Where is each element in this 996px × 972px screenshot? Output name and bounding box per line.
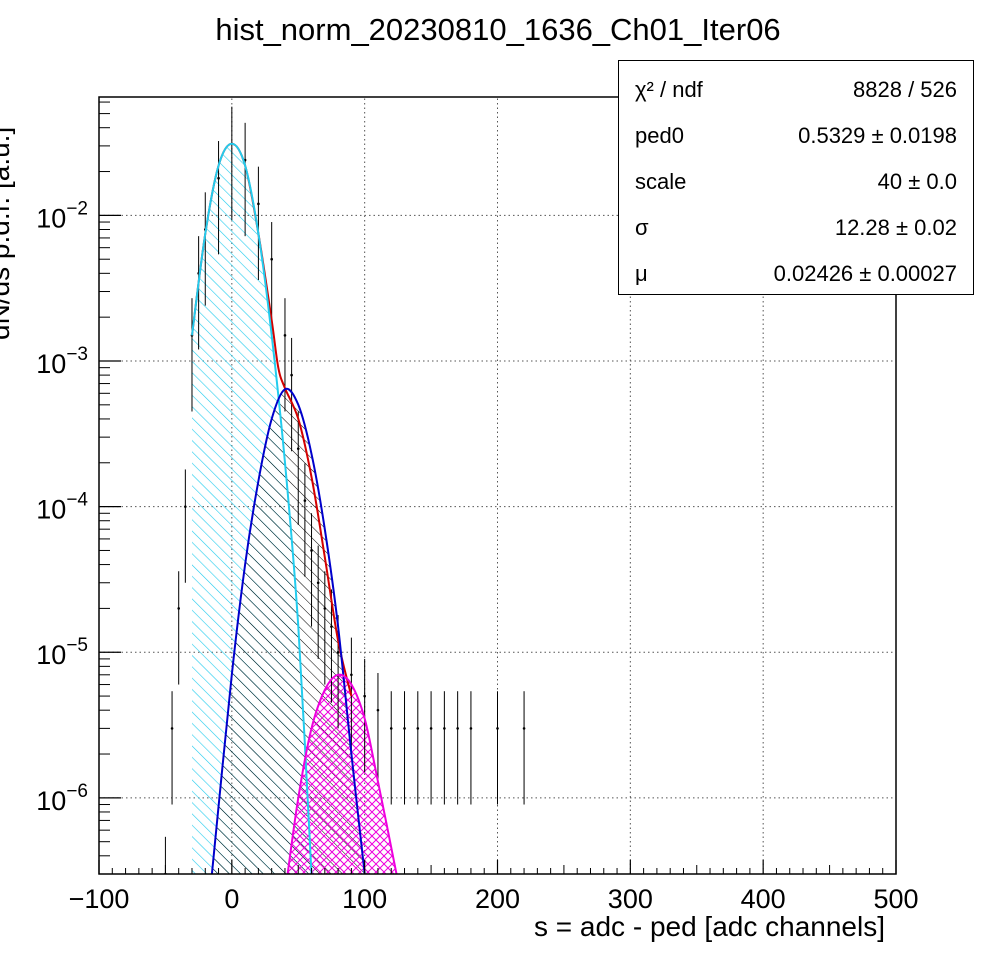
- y-tick-label: 10−6: [36, 781, 88, 816]
- series-blue-line: [210, 387, 366, 874]
- stats-name: ped0: [635, 123, 684, 148]
- data-point: [443, 691, 446, 805]
- stats-name: σ: [635, 215, 649, 240]
- series-magenta-fill: [287, 674, 397, 874]
- stats-value: 0.02426 ± 0.00027: [773, 261, 957, 286]
- x-tick-label: −100: [69, 884, 130, 914]
- x-tick-label: 300: [608, 884, 653, 914]
- y-tick-label: 10−4: [36, 490, 88, 525]
- data-point: [170, 691, 174, 805]
- y-tick-label: 10−5: [36, 635, 88, 670]
- data-point: [283, 298, 287, 412]
- series-magenta-line: [286, 673, 398, 874]
- x-tick-label: 500: [873, 884, 918, 914]
- x-tick-label: 200: [475, 884, 520, 914]
- x-axis-label: s = adc - ped [adc channels]: [534, 911, 885, 942]
- stats-value: 0.5329 ± 0.0198: [798, 123, 957, 148]
- data-point: [303, 463, 307, 577]
- stats-row: μ 0.02426 ± 0.00027: [619, 261, 973, 301]
- y-tick-label: 10−2: [36, 198, 88, 233]
- data-point: [429, 691, 433, 805]
- stats-row: ped0 0.5329 ± 0.0198: [619, 123, 973, 163]
- data-point: [496, 691, 499, 805]
- data-point: [389, 691, 393, 805]
- stats-value: 8828 / 526: [853, 77, 957, 102]
- stats-value: 40 ± 0.0: [877, 169, 957, 194]
- stats-row: scale 40 ± 0.0: [619, 169, 973, 209]
- data-point: [416, 691, 420, 805]
- data-point: [316, 545, 320, 659]
- stats-row: σ 12.28 ± 0.02: [619, 215, 973, 255]
- chart-title: hist_norm_20230810_1636_Ch01_Iter06: [215, 12, 781, 47]
- x-tick-label: 100: [342, 884, 387, 914]
- x-tick-label: 400: [741, 884, 786, 914]
- stats-value: 12.28 ± 0.02: [834, 215, 957, 240]
- stats-name: χ² / ndf: [635, 77, 703, 102]
- data-point: [469, 691, 473, 805]
- data-point: [403, 691, 406, 805]
- data-point: [376, 673, 380, 787]
- stats-name: scale: [635, 169, 687, 194]
- data-point: [310, 513, 313, 627]
- series-cyan-line: [191, 142, 313, 874]
- y-tick-label: 10−3: [36, 344, 88, 379]
- stats-name: μ: [635, 261, 648, 286]
- data-point: [296, 411, 300, 525]
- data-point: [184, 469, 187, 583]
- data-point: [257, 166, 260, 280]
- data-point: [290, 337, 293, 452]
- x-tick-label: 0: [224, 884, 239, 914]
- data-point: [456, 691, 459, 805]
- data-point: [217, 141, 220, 255]
- data-point: [177, 571, 180, 685]
- data-point: [323, 571, 327, 685]
- stats-box: χ² / ndf 8828 / 526 ped0 0.5329 ± 0.0198 sca…: [618, 60, 974, 295]
- data-point: [330, 589, 333, 703]
- data-point: [522, 691, 526, 805]
- stats-row: χ² / ndf 8828 / 526: [619, 77, 973, 117]
- y-axis-label: dN/ds p.d.f. [a.u.]: [0, 126, 15, 340]
